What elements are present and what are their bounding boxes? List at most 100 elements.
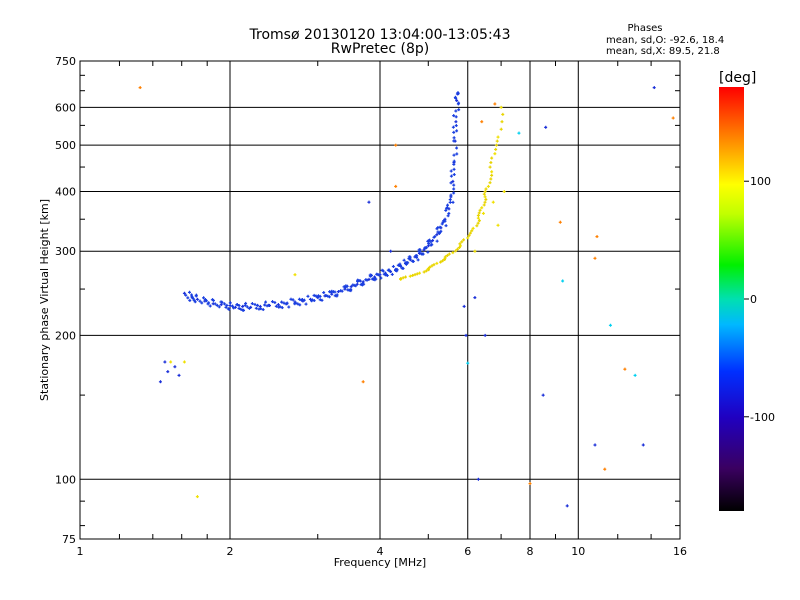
data-point (455, 152, 459, 156)
data-point (473, 296, 477, 300)
data-point (452, 167, 456, 171)
data-point (381, 269, 385, 273)
data-point (258, 304, 262, 308)
data-point (228, 301, 232, 305)
data-point (389, 249, 393, 253)
data-point (198, 299, 202, 303)
data-point (293, 302, 297, 306)
data-point (417, 271, 421, 275)
data-point (449, 193, 453, 197)
data-point (377, 273, 381, 277)
data-point (273, 300, 277, 304)
data-point (411, 273, 415, 277)
data-point (264, 300, 268, 304)
data-point (267, 303, 271, 307)
data-point (219, 303, 223, 307)
data-point (449, 195, 453, 199)
data-point (249, 305, 253, 309)
data-point (220, 300, 224, 304)
data-point (408, 274, 412, 278)
data-point (437, 231, 441, 235)
data-point (458, 244, 462, 248)
data-point (447, 207, 451, 211)
data-point (300, 298, 304, 302)
data-point (374, 277, 378, 281)
data-point (285, 301, 289, 305)
data-point (433, 235, 437, 239)
data-point (466, 236, 470, 240)
data-point (476, 477, 480, 481)
data-point (312, 293, 316, 297)
legend-line-o: mean, sd,O: -92.6, 18.4 (606, 35, 724, 46)
data-point (335, 293, 339, 297)
data-point (448, 197, 452, 201)
data-point (454, 249, 458, 253)
data-point (416, 258, 420, 262)
data-point (274, 304, 278, 308)
data-point (330, 289, 334, 293)
data-point (484, 187, 488, 191)
colorbar-tick-label: -100 (750, 411, 775, 424)
data-point (476, 216, 480, 220)
data-point (475, 224, 479, 228)
data-point (373, 275, 377, 279)
data-point (430, 243, 434, 247)
data-point (427, 238, 431, 242)
data-point (302, 298, 306, 302)
y-tick-label: 75 (62, 533, 76, 546)
data-point (343, 287, 347, 291)
data-point (438, 260, 442, 264)
data-point (250, 302, 254, 306)
data-point (603, 467, 607, 471)
data-point (458, 242, 462, 246)
x-tick-label: 8 (527, 545, 534, 558)
data-point (455, 247, 459, 251)
data-point (163, 360, 167, 364)
data-point (440, 259, 444, 263)
data-point (452, 136, 456, 140)
data-point (330, 292, 334, 296)
data-point (415, 254, 419, 258)
data-point (284, 302, 288, 306)
data-point (447, 211, 451, 215)
data-point (270, 300, 274, 304)
data-point (435, 227, 439, 231)
data-point (187, 290, 191, 294)
axis-ticks: 1 2 4 6 8 10 16 75 100 200 300 400 500 600 750 (55, 55, 687, 558)
data-point (211, 298, 215, 302)
x-tick-label: 2 (227, 545, 234, 558)
data-point (408, 255, 412, 259)
data-point (333, 290, 337, 294)
data-point (457, 245, 461, 249)
y-tick-label: 200 (55, 329, 76, 342)
x-tick-label: 1 (77, 545, 84, 558)
data-point (349, 287, 353, 291)
data-point (233, 305, 237, 309)
data-point (517, 131, 521, 135)
data-point (184, 293, 188, 297)
data-point (462, 304, 466, 308)
data-points (138, 86, 675, 508)
data-point (227, 307, 231, 311)
data-point (385, 273, 389, 277)
data-point (298, 303, 302, 307)
data-point (399, 277, 403, 281)
data-point (200, 301, 204, 305)
data-point (365, 278, 369, 282)
data-point (189, 293, 193, 297)
data-point (502, 189, 506, 193)
data-point (401, 266, 405, 270)
y-tick-label: 100 (55, 473, 76, 486)
data-point (491, 200, 495, 204)
data-point (379, 276, 383, 280)
data-point (411, 259, 415, 263)
colorbar-ticks: 100 0 -100 (744, 175, 775, 424)
data-point (253, 302, 257, 306)
data-point (380, 268, 384, 272)
y-tick-label: 500 (55, 139, 76, 152)
data-point (432, 235, 436, 239)
data-point (244, 301, 248, 305)
data-point (394, 143, 398, 147)
data-point (432, 263, 436, 267)
legend-title: Phases (627, 23, 662, 34)
